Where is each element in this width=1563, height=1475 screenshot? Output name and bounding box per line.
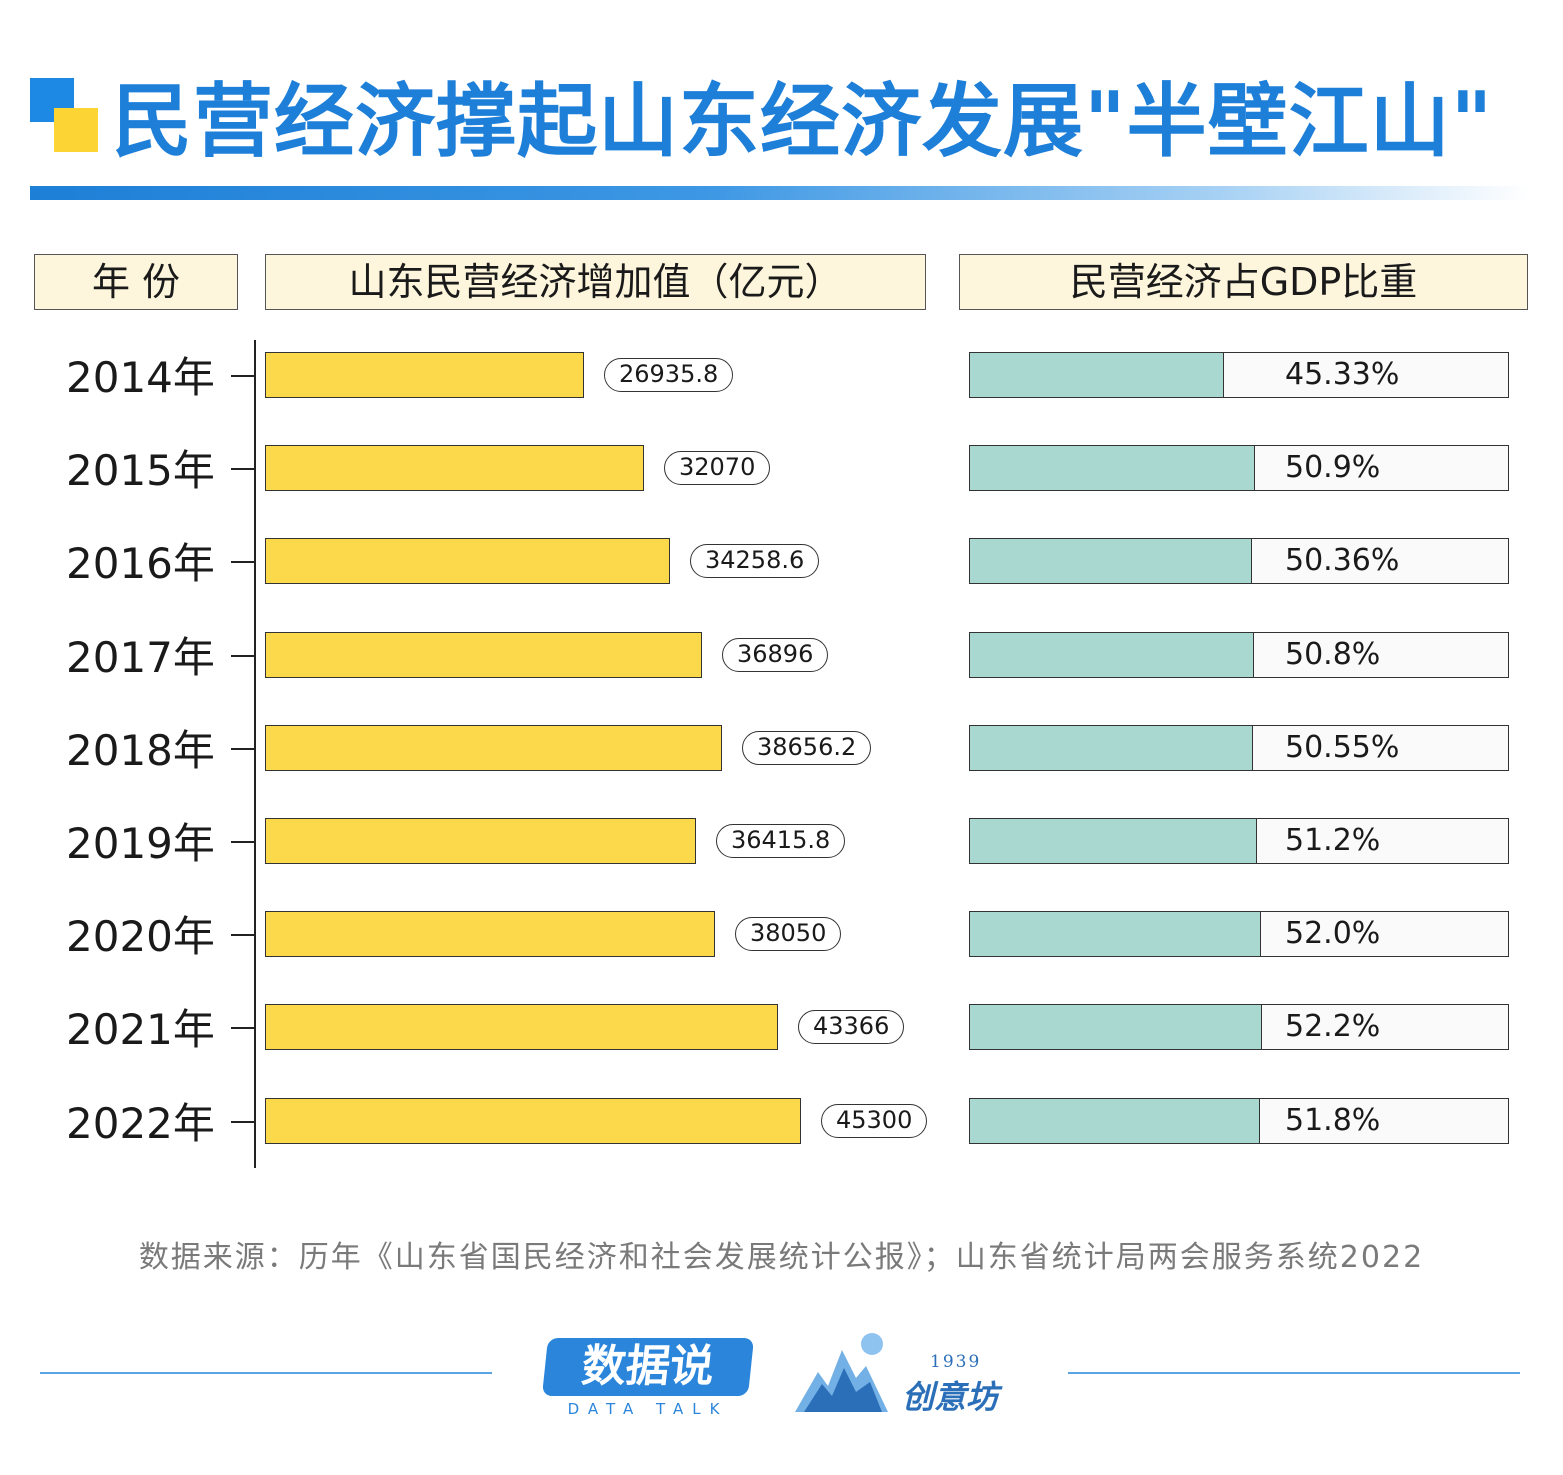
year-label: 2022年 (66, 1099, 215, 1148)
footer-line-right (1068, 1372, 1520, 1374)
share-bar-track (969, 725, 1509, 771)
value-label: 45300 (821, 1104, 928, 1138)
share-bar-fill (970, 1099, 1260, 1143)
data-talk-logo-text: 数据说 (579, 1341, 717, 1392)
axis-tick (231, 375, 255, 377)
share-label: 52.0% (1285, 916, 1381, 951)
share-bar-track (969, 445, 1509, 491)
share-bar-track (969, 352, 1509, 398)
footer-line-left (40, 1372, 492, 1374)
axis-tick (231, 934, 255, 936)
share-label: 50.8% (1285, 637, 1381, 672)
title-underline (30, 186, 1530, 200)
year-label: 2017年 (66, 633, 215, 682)
header-year: 年 份 (34, 254, 238, 310)
share-bar-track (969, 911, 1509, 957)
value-label: 34258.6 (690, 544, 820, 578)
value-bar (265, 352, 584, 398)
share-bar-fill (970, 726, 1253, 770)
axis-tick (231, 748, 255, 750)
share-bar-track (969, 632, 1509, 678)
share-label: 52.2% (1285, 1009, 1381, 1044)
brand-year: 1939 (930, 1352, 982, 1372)
value-label: 32070 (664, 451, 771, 485)
share-bar-track (969, 818, 1509, 864)
share-bar-fill (970, 912, 1261, 956)
year-label: 2021年 (66, 1005, 215, 1054)
share-bar-fill (970, 353, 1224, 397)
share-bar-fill (970, 1005, 1262, 1049)
data-talk-logo-subtitle: DATA TALK (567, 1400, 729, 1418)
value-bar (265, 725, 722, 771)
year-label: 2015年 (66, 446, 215, 495)
axis-tick (231, 1027, 255, 1029)
brand-name: 创意坊 (902, 1378, 999, 1416)
value-label: 36896 (722, 638, 829, 672)
data-talk-logo: 数据说 (541, 1338, 755, 1396)
axis-tick (231, 561, 255, 563)
axis-tick (231, 1121, 255, 1123)
share-bar-fill (970, 633, 1254, 677)
share-label: 50.55% (1285, 730, 1400, 765)
share-bar-fill (970, 539, 1252, 583)
title-square-yellow (54, 108, 98, 152)
value-label: 36415.8 (716, 824, 846, 858)
axis-tick (231, 655, 255, 657)
value-label: 38050 (735, 917, 842, 951)
axis-tick (231, 841, 255, 843)
share-bar-track (969, 1004, 1509, 1050)
value-label: 43366 (798, 1010, 905, 1044)
value-bar (265, 1004, 778, 1050)
value-label: 38656.2 (742, 731, 872, 765)
share-label: 51.2% (1285, 823, 1381, 858)
share-bar-track (969, 538, 1509, 584)
header-value: 山东民营经济增加值（亿元） (265, 254, 926, 310)
value-bar (265, 445, 644, 491)
year-label: 2018年 (66, 726, 215, 775)
value-label: 26935.8 (604, 358, 734, 392)
share-label: 50.36% (1285, 543, 1400, 578)
share-bar-fill (970, 446, 1255, 490)
share-bar-track (969, 1098, 1509, 1144)
year-label: 2016年 (66, 539, 215, 588)
value-bar (265, 538, 670, 584)
header-share: 民营经济占GDP比重 (959, 254, 1528, 310)
source-note: 数据来源：历年《山东省国民经济和社会发展统计公报》；山东省统计局两会服务系统20… (138, 1240, 1425, 1275)
share-label: 45.33% (1285, 357, 1400, 392)
y-axis-line (254, 340, 256, 1168)
value-bar (265, 818, 696, 864)
year-label: 2014年 (66, 353, 215, 402)
mountain-logo-icon (795, 1333, 888, 1412)
axis-tick (231, 468, 255, 470)
share-label: 50.9% (1285, 450, 1381, 485)
page-title: 民营经济撑起山东经济发展"半壁江山" (112, 75, 1494, 168)
year-label: 2020年 (66, 912, 215, 961)
value-bar (265, 1098, 801, 1144)
share-label: 51.8% (1285, 1103, 1381, 1138)
share-bar-fill (970, 819, 1257, 863)
value-bar (265, 911, 715, 957)
value-bar (265, 632, 702, 678)
year-label: 2019年 (66, 819, 215, 868)
